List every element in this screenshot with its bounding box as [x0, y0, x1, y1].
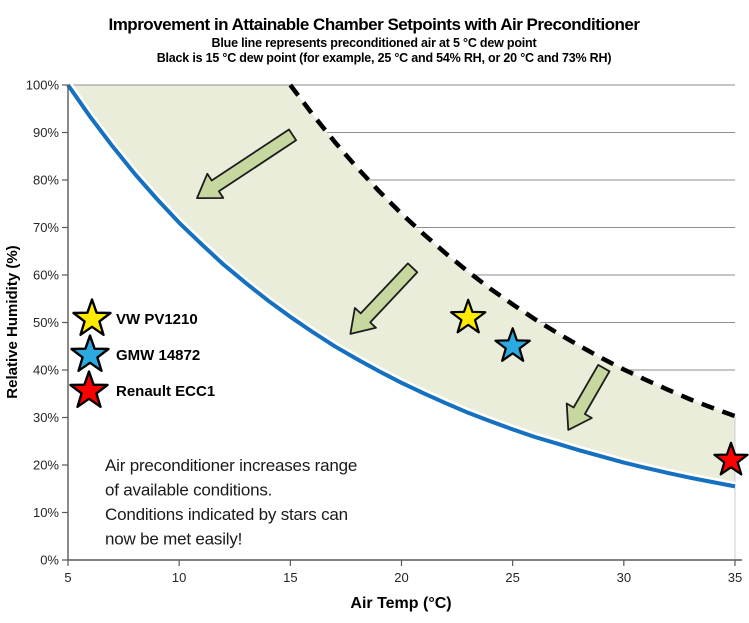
x-tick-label: 35 — [728, 570, 742, 585]
black-dashed-dewpoint-curve — [288, 83, 736, 419]
x-tick-label: 20 — [394, 570, 408, 585]
annotation-text-line: now be met easily! — [105, 530, 242, 549]
y-tick-label: 70% — [33, 220, 59, 235]
annotation-text-line: Conditions indicated by stars can — [105, 505, 348, 524]
chart-subtitle-2: Black is 15 °C dew point (for example, 2… — [157, 51, 612, 65]
blue-dewpoint-curve — [66, 83, 736, 489]
y-axis-label: Relative Humidity (%) — [4, 245, 21, 398]
y-tick-label: 20% — [33, 458, 59, 473]
improvement-arrow-icon — [565, 363, 611, 431]
legend-star-icon — [70, 334, 110, 372]
chart-subtitle-1: Blue line represents preconditioned air … — [212, 36, 538, 50]
y-tick-label: 50% — [33, 315, 59, 330]
y-tick-label: 100% — [26, 78, 60, 93]
y-tick-label: 10% — [33, 505, 59, 520]
x-tick-label: 30 — [617, 570, 631, 585]
legend-label: GMW 14872 — [116, 347, 200, 364]
legend-label: VW PV1210 — [116, 311, 198, 328]
chart-title: Improvement in Attainable Chamber Setpoi… — [108, 15, 640, 34]
x-tick-label: 5 — [64, 570, 71, 585]
annotation-text-line: Air preconditioner increases range — [105, 456, 357, 475]
x-tick-label: 10 — [172, 570, 186, 585]
x-tick-label: 15 — [283, 570, 297, 585]
legend-star-icon — [72, 298, 112, 336]
y-tick-label: 40% — [33, 363, 59, 378]
y-tick-label: 90% — [33, 125, 59, 140]
x-tick-label: 25 — [505, 570, 519, 585]
legend-label: Renault ECC1 — [116, 383, 215, 400]
y-tick-label: 60% — [33, 268, 59, 283]
improvement-arrow-icon — [349, 262, 419, 335]
annotation-text-line: of available conditions. — [105, 481, 272, 500]
y-tick-label: 80% — [33, 173, 59, 188]
y-tick-label: 0% — [40, 553, 59, 568]
legend-star-icon — [69, 370, 109, 408]
x-axis-label: Air Temp (°C) — [350, 595, 451, 612]
data-star-icon — [713, 441, 749, 476]
improvement-arrow-icon — [196, 128, 298, 200]
data-star-icon — [450, 298, 487, 334]
data-star-icon — [494, 327, 531, 362]
y-tick-label: 30% — [33, 410, 59, 425]
